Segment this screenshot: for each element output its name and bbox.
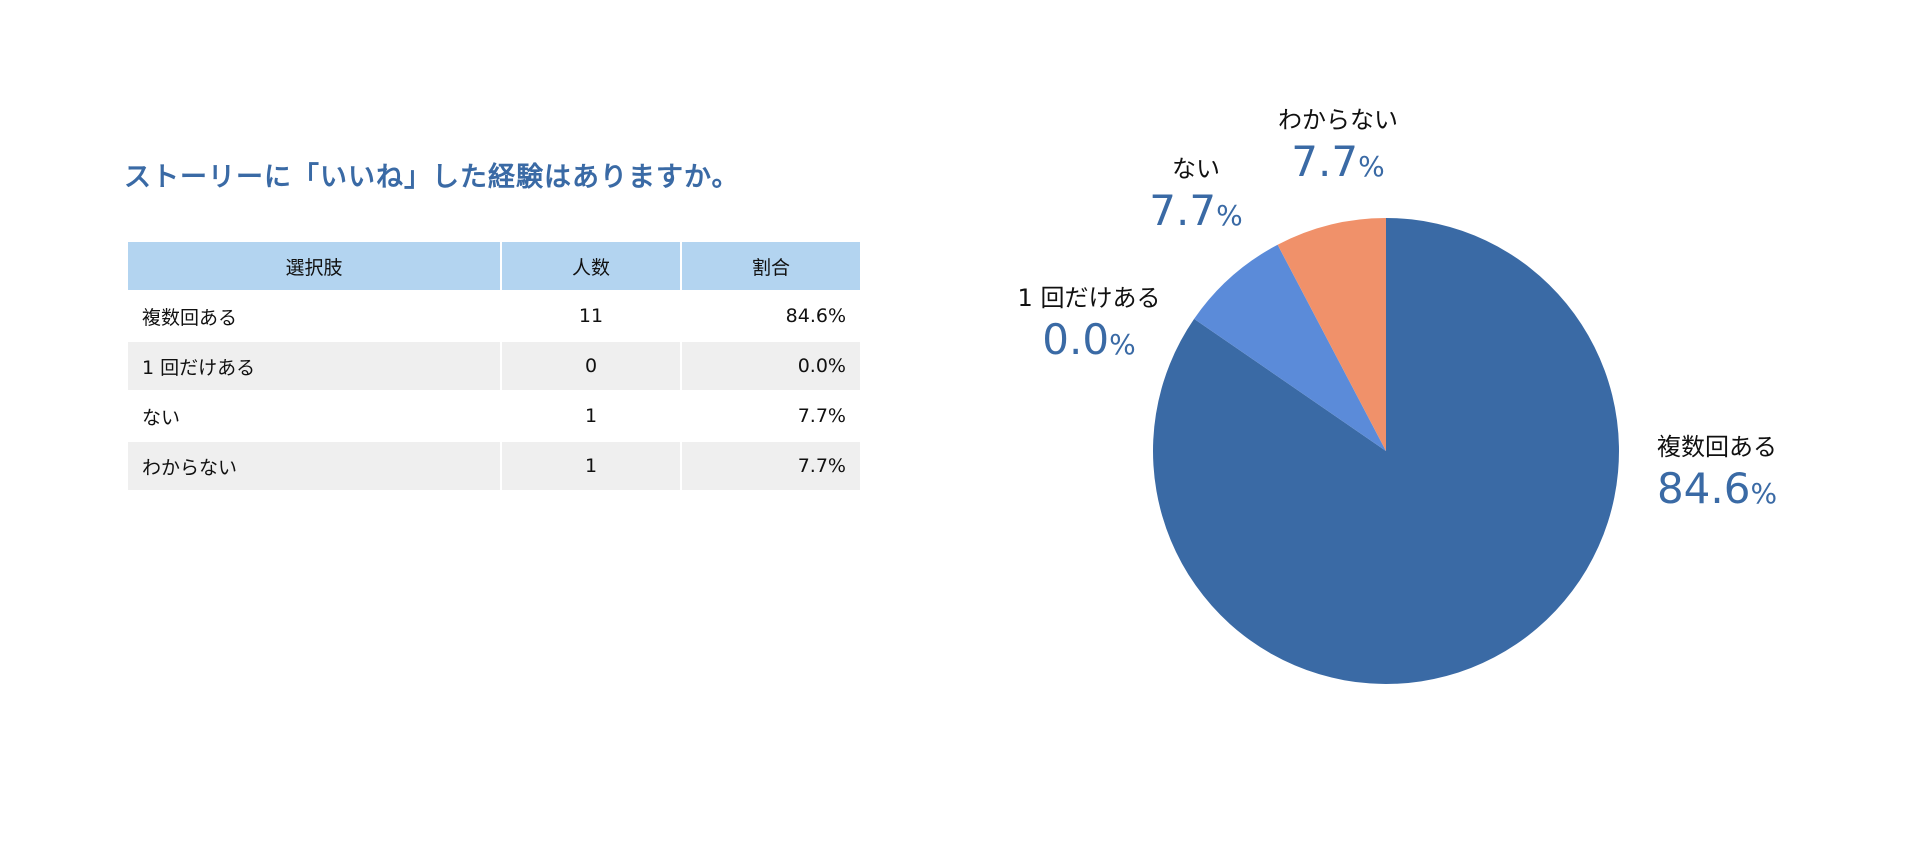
table-cell: 11 xyxy=(500,290,682,342)
table-row: 複数回ある 11 84.6% xyxy=(126,290,862,342)
header-cell: 割合 xyxy=(680,240,862,292)
table-cell: わからない xyxy=(126,440,502,492)
pie-slice xyxy=(1194,244,1386,451)
table-cell: 1 xyxy=(500,440,682,492)
table-cell: ない xyxy=(126,390,502,442)
table-cell: 0.0% xyxy=(680,340,862,392)
slice-value: 7.7% xyxy=(1291,137,1384,186)
slice-label: 1 回だけある xyxy=(1018,284,1161,312)
title: ストーリーに「いいね」した経験はありますか。 xyxy=(124,162,740,193)
table-row: 1 回だけある 0 0.0% xyxy=(126,340,862,392)
pie-slice xyxy=(1277,218,1386,451)
result-table: 選択肢 人数 割合 複数回ある 11 84.6% 1 回だけある 0 0.0% ない 1 7.7… xyxy=(126,240,862,492)
table-cell: 7.7% xyxy=(680,440,862,492)
header-cell: 選択肢 xyxy=(126,240,502,292)
table-cell: 1 回だけある xyxy=(126,340,502,392)
slice-label: わからない xyxy=(1278,106,1398,134)
table-row: ない 1 7.7% xyxy=(126,390,862,442)
slice-label: 複数回ある xyxy=(1657,433,1777,461)
table-cell: 1 xyxy=(500,390,682,442)
header-cell: 人数 xyxy=(500,240,682,292)
slice-label: ない xyxy=(1172,155,1220,183)
table-cell: 84.6% xyxy=(680,290,862,342)
slice-value: 0.0% xyxy=(1042,315,1135,364)
slice-value: 84.6% xyxy=(1657,464,1777,513)
table-cell: 0 xyxy=(500,340,682,392)
table-cell: 複数回ある xyxy=(126,290,502,342)
table-cell: 7.7% xyxy=(680,390,862,442)
slice-value: 7.7% xyxy=(1149,186,1242,235)
table-row: わからない 1 7.7% xyxy=(126,440,862,492)
